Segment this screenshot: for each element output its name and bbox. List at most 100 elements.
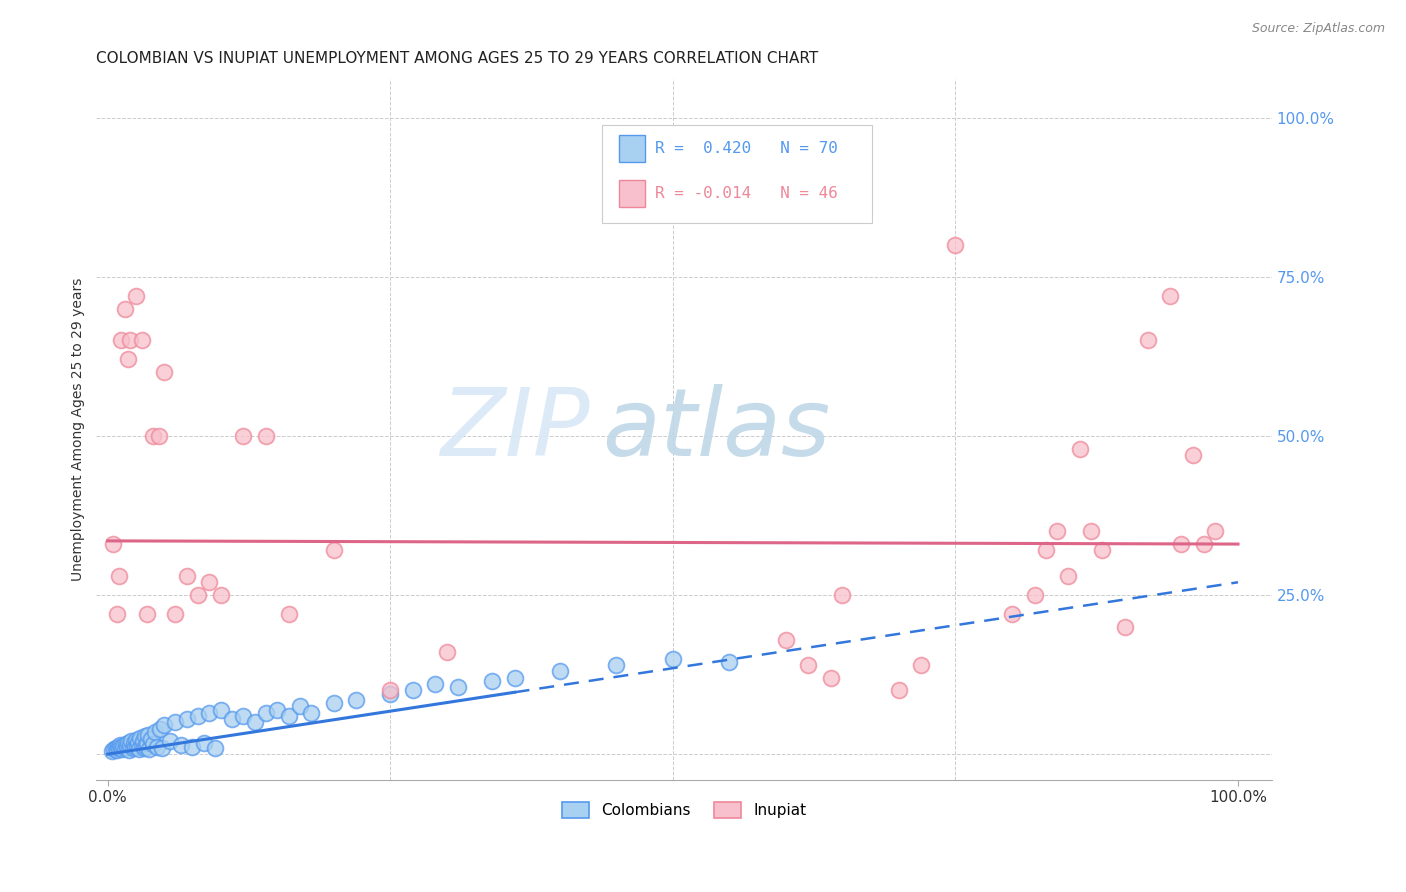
- FancyBboxPatch shape: [602, 125, 872, 223]
- Point: [120, 334, 142, 348]
- Text: atlas: atlas: [602, 384, 830, 475]
- Point: [277, 607, 299, 621]
- Point: [115, 739, 138, 754]
- Point: [209, 702, 232, 716]
- Point: [1136, 334, 1159, 348]
- Point: [125, 289, 148, 303]
- Point: [117, 352, 139, 367]
- Point: [232, 709, 254, 723]
- Point: [136, 736, 159, 750]
- Point: [108, 741, 131, 756]
- Point: [831, 588, 853, 602]
- Point: [1024, 588, 1046, 602]
- Point: [142, 737, 165, 751]
- Point: [187, 709, 209, 723]
- Point: [165, 715, 187, 730]
- Point: [110, 334, 132, 348]
- Point: [548, 665, 571, 679]
- Point: [605, 658, 627, 673]
- Point: [187, 588, 209, 602]
- Point: [1170, 537, 1192, 551]
- Point: [138, 728, 160, 742]
- Text: Source: ZipAtlas.com: Source: ZipAtlas.com: [1251, 22, 1385, 36]
- Point: [134, 729, 156, 743]
- Point: [124, 740, 146, 755]
- Point: [125, 733, 148, 747]
- Point: [114, 737, 136, 751]
- Point: [181, 739, 204, 754]
- Point: [108, 738, 131, 752]
- Point: [148, 429, 170, 443]
- Point: [107, 739, 129, 754]
- Text: R =  0.420   N = 70: R = 0.420 N = 70: [655, 141, 838, 156]
- Point: [254, 706, 277, 720]
- Point: [322, 696, 344, 710]
- Point: [131, 738, 153, 752]
- Point: [481, 673, 503, 688]
- Point: [127, 735, 149, 749]
- Point: [775, 632, 797, 647]
- Point: [662, 651, 685, 665]
- Point: [718, 655, 741, 669]
- Point: [1001, 607, 1024, 621]
- Point: [110, 740, 132, 755]
- Point: [198, 706, 221, 720]
- Point: [1159, 289, 1181, 303]
- Point: [820, 671, 842, 685]
- Point: [221, 712, 243, 726]
- Text: ZIP: ZIP: [440, 384, 591, 475]
- Point: [170, 738, 193, 752]
- Point: [121, 741, 143, 756]
- Point: [1192, 537, 1215, 551]
- Point: [131, 334, 153, 348]
- Point: [146, 739, 169, 754]
- Point: [120, 738, 142, 752]
- Point: [1080, 524, 1102, 539]
- Point: [103, 537, 125, 551]
- Point: [165, 607, 187, 621]
- Point: [277, 709, 299, 723]
- Point: [344, 693, 367, 707]
- Point: [204, 740, 226, 755]
- Point: [101, 744, 124, 758]
- Point: [128, 742, 150, 756]
- Point: [945, 238, 967, 252]
- Point: [1046, 524, 1069, 539]
- Point: [1114, 620, 1136, 634]
- Point: [797, 658, 820, 673]
- Point: [129, 731, 152, 746]
- Point: [122, 736, 145, 750]
- Point: [142, 429, 165, 443]
- Point: [1204, 524, 1226, 539]
- Point: [425, 677, 447, 691]
- Point: [176, 712, 198, 726]
- Y-axis label: Unemployment Among Ages 25 to 29 years: Unemployment Among Ages 25 to 29 years: [72, 277, 86, 582]
- Point: [910, 658, 932, 673]
- Point: [322, 543, 344, 558]
- Point: [243, 715, 266, 730]
- Point: [135, 739, 157, 754]
- Point: [132, 740, 155, 755]
- Point: [153, 365, 176, 379]
- Point: [149, 722, 172, 736]
- Point: [447, 681, 470, 695]
- Point: [118, 742, 141, 756]
- Point: [1181, 448, 1204, 462]
- Point: [138, 742, 160, 756]
- Point: [125, 739, 148, 753]
- Point: [112, 739, 135, 753]
- Point: [402, 683, 425, 698]
- Point: [150, 740, 173, 755]
- Point: [380, 687, 402, 701]
- Point: [288, 699, 311, 714]
- Point: [1057, 569, 1080, 583]
- Point: [139, 731, 162, 746]
- Point: [153, 718, 176, 732]
- Point: [198, 575, 221, 590]
- Legend: Colombians, Inupiat: Colombians, Inupiat: [555, 797, 813, 824]
- Point: [111, 742, 134, 756]
- Point: [105, 742, 128, 756]
- Point: [114, 740, 136, 755]
- Point: [1091, 543, 1114, 558]
- Point: [143, 724, 166, 739]
